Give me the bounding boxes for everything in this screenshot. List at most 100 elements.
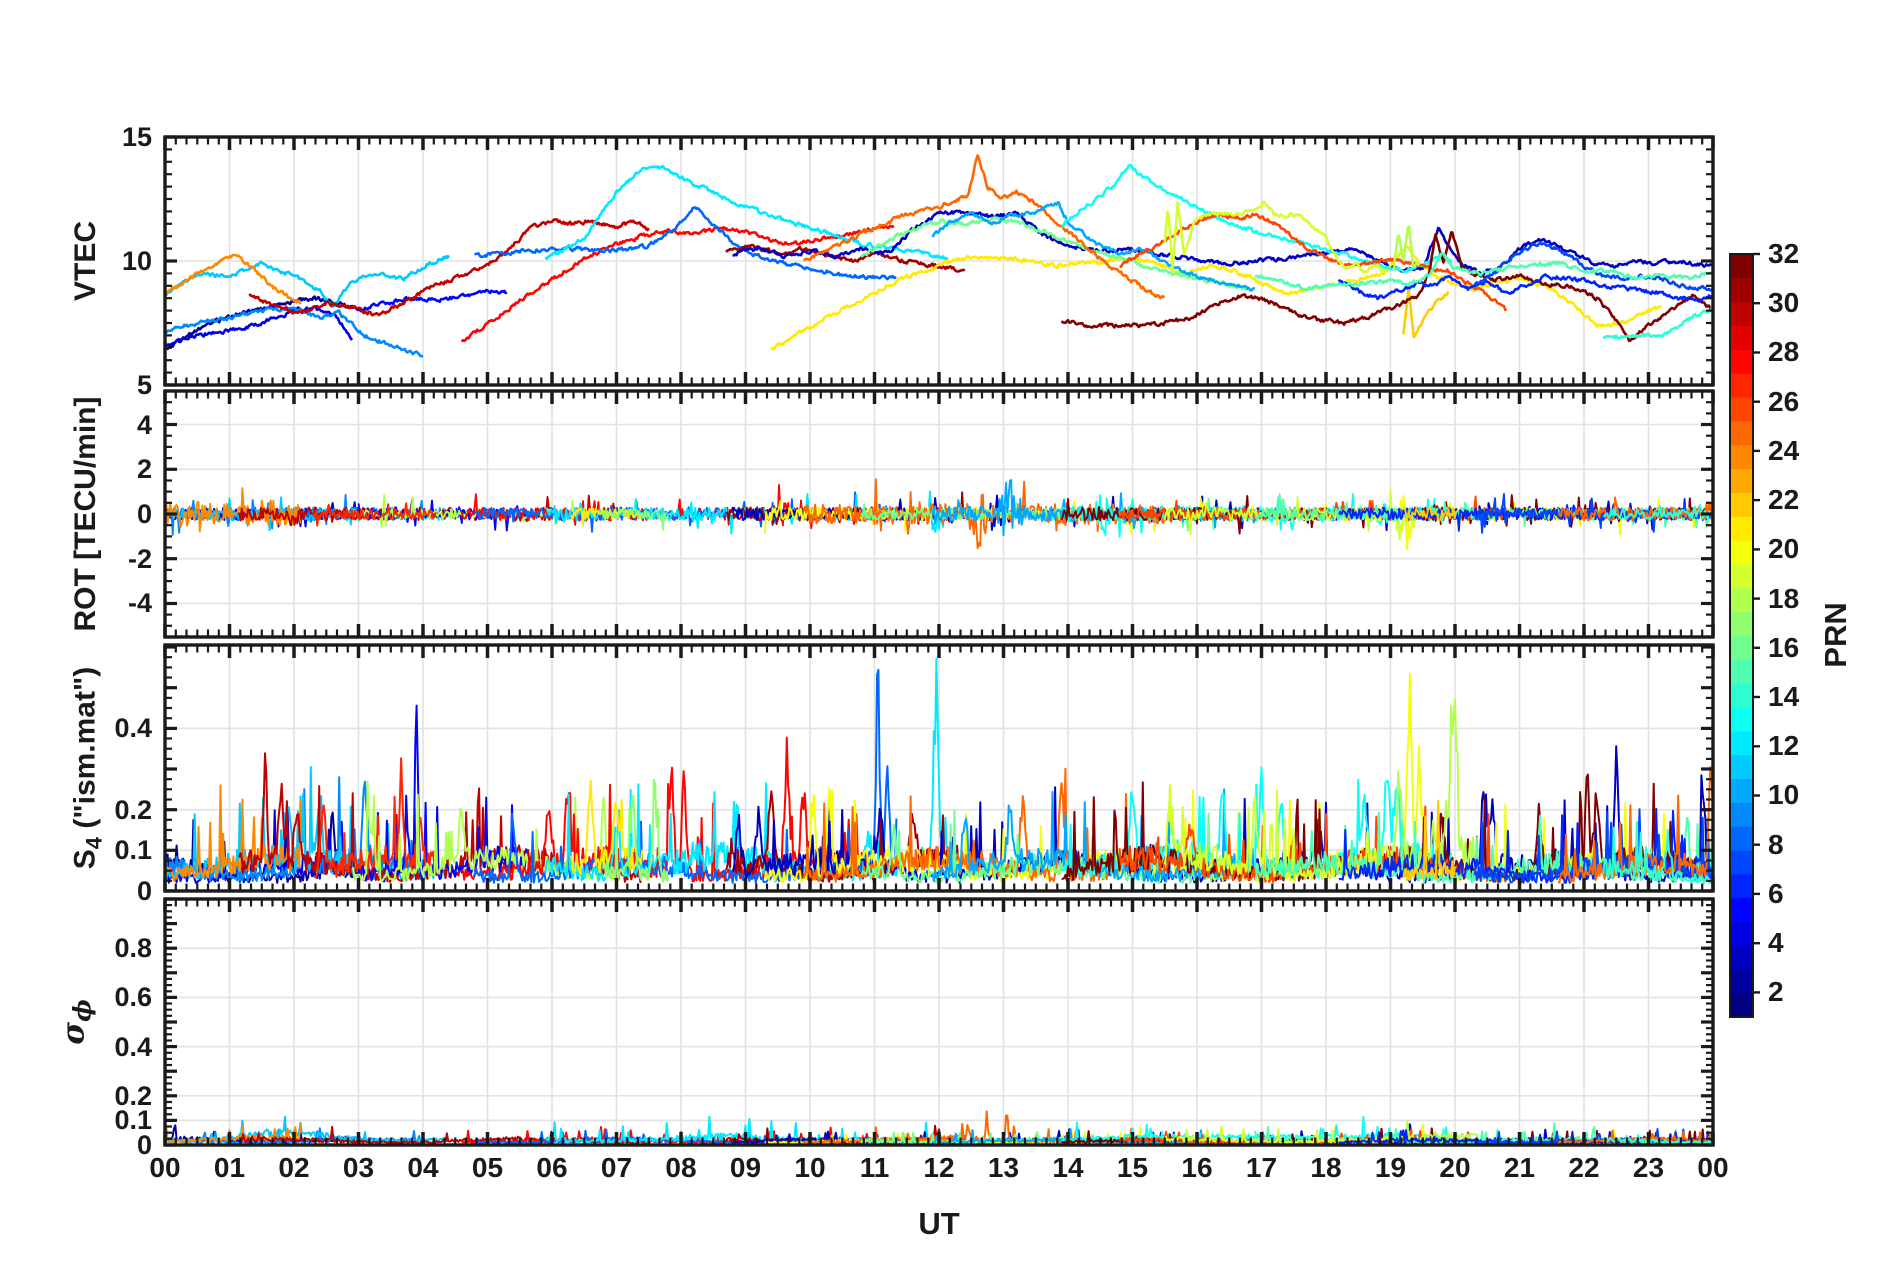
x-tick-label: 21	[1503, 1152, 1536, 1183]
series-prn-17	[602, 507, 669, 531]
y-tick-label: 0.4	[114, 713, 152, 744]
series-prn-8	[473, 206, 897, 281]
x-tick-label: 12	[923, 1152, 955, 1183]
series-prn-9	[166, 306, 424, 358]
panel-series-0	[166, 154, 1712, 358]
series-prn-10	[931, 478, 1256, 537]
series-prn-10	[931, 201, 1256, 292]
series-prn-16	[860, 809, 1250, 884]
colorbar	[1729, 252, 1760, 1018]
x-tick-label: 10	[794, 1152, 826, 1183]
colorbar-tick-label: 8	[1768, 828, 1784, 860]
y-tick-label: 0.8	[114, 933, 152, 964]
series-prn-32	[1060, 231, 1712, 343]
series-prn-11	[166, 254, 450, 308]
colorbar-tick-label: 12	[1768, 730, 1800, 762]
colorbar-tick-label: 22	[1768, 484, 1800, 516]
y-tick-label: 0.1	[114, 835, 152, 866]
y-tick-label: 0.4	[114, 1031, 152, 1062]
y-tick-label: 0.1	[114, 1105, 152, 1136]
series-prn-18	[1389, 697, 1477, 872]
x-tick-label: 19	[1374, 1152, 1407, 1183]
colorbar-tick-label: 24	[1768, 434, 1800, 466]
series-prn-14	[1603, 1134, 1712, 1144]
colorbar-tick-label: 6	[1768, 877, 1784, 909]
series-prn-24	[166, 487, 302, 533]
series-prn-6	[1337, 273, 1712, 303]
y-tick-label: 0	[136, 876, 152, 906]
series-prn-30	[248, 218, 650, 317]
y-tick-label: 4	[136, 409, 152, 440]
y-tick-label: 10	[121, 246, 152, 276]
series-prn-22	[1402, 286, 1450, 339]
panel-series-1	[166, 478, 1712, 551]
x-tick-label: 08	[665, 1152, 697, 1183]
colorbar-tick-label: 20	[1768, 533, 1800, 565]
x-tick-label: 03	[342, 1152, 375, 1183]
series-prn-4	[166, 305, 354, 348]
series-prn-19	[1163, 200, 1388, 274]
series-prn-28	[460, 224, 895, 343]
series-prn-24	[166, 784, 302, 882]
series-prn-16	[860, 216, 1250, 291]
colorbar-tick-label: 32	[1768, 238, 1800, 269]
y-tick-label: -2	[127, 543, 152, 574]
series-prn-25	[1557, 496, 1712, 522]
colorbar-tick-label: 28	[1768, 336, 1800, 368]
series-prn-21	[570, 779, 644, 876]
colorbar-tick-label: 26	[1768, 385, 1800, 417]
series-prn-25	[803, 154, 1166, 300]
series-prn-14	[1602, 821, 1712, 884]
x-tick-label: 07	[600, 1152, 633, 1183]
colorbar-tick-label: 2	[1768, 976, 1784, 1008]
y-tick-label: 2	[136, 454, 152, 485]
series-prn-15	[1254, 251, 1712, 292]
x-tick-label: 11	[859, 1152, 890, 1183]
x-axis-label: UT	[918, 1206, 960, 1241]
x-tick-label: 22	[1568, 1152, 1600, 1183]
x-tick-label: 09	[729, 1152, 762, 1183]
x-tick-label: 16	[1181, 1152, 1213, 1183]
colorbar-tick-label: 4	[1768, 927, 1784, 959]
colorbar-tick-label: 16	[1768, 631, 1800, 663]
x-tick-label: 13	[987, 1152, 1020, 1183]
series-prn-17	[603, 778, 670, 883]
y-tick-label: 0.6	[114, 982, 152, 1013]
series-prn-3	[732, 209, 1712, 276]
y-tick-label: 0.2	[114, 1080, 152, 1111]
y-tick-label: -4	[127, 588, 152, 619]
colorbar-tick-label: 18	[1768, 582, 1800, 614]
y-tick-label: 0	[136, 499, 152, 529]
series-prn-18	[351, 493, 618, 528]
series-prn-14	[1602, 306, 1712, 340]
series-prn-24	[166, 253, 302, 305]
series-prn-13	[1061, 163, 1453, 274]
colorbar-tick-label: 30	[1768, 287, 1800, 319]
colorbar-tick-label: 14	[1768, 681, 1800, 713]
series-prn-14	[1602, 504, 1712, 521]
x-tick-label: 20	[1439, 1152, 1471, 1183]
y-tick-label: 5	[136, 370, 152, 400]
x-tick-label: 00	[1697, 1152, 1729, 1183]
series-prn-31	[725, 243, 966, 273]
y-tick-label: 0.2	[114, 794, 152, 825]
x-tick-label: 15	[1116, 1152, 1149, 1183]
x-tick-label: 18	[1310, 1152, 1342, 1183]
panel-series-2	[166, 657, 1712, 884]
x-tick-label: 02	[278, 1152, 310, 1183]
series-prn-21	[570, 507, 644, 527]
y-tick-label: 0	[136, 1130, 152, 1160]
series-prn-27	[312, 502, 437, 527]
series-prn-22	[1402, 799, 1456, 882]
series-prn-5	[358, 288, 508, 313]
x-tick-label: 01	[213, 1152, 246, 1183]
x-tick-label: 00	[149, 1152, 181, 1183]
x-tick-label: 04	[407, 1152, 439, 1183]
series-prn-26	[1119, 212, 1508, 312]
x-tick-label: 17	[1245, 1152, 1278, 1183]
x-tick-label: 23	[1632, 1152, 1665, 1183]
x-tick-label: 06	[536, 1152, 568, 1183]
x-tick-label: 14	[1052, 1152, 1084, 1183]
